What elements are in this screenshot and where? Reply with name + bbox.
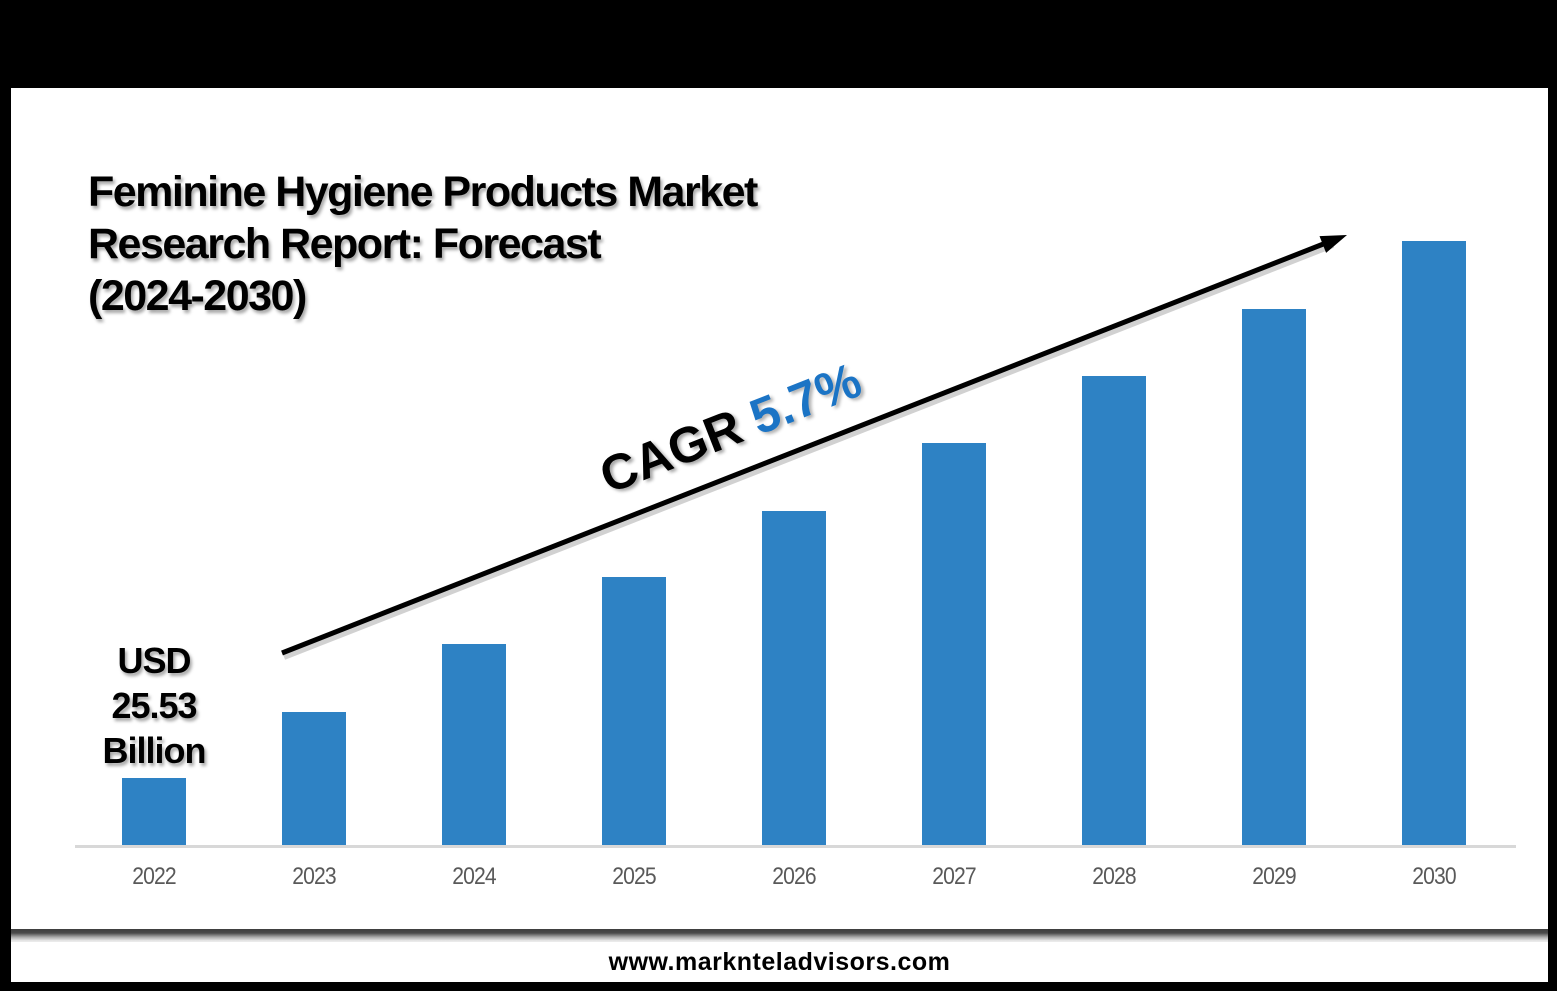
bar-2027	[922, 443, 986, 845]
x-tick-label-2025: 2025	[612, 863, 656, 890]
bar-2028	[1082, 376, 1146, 845]
bar-2024	[442, 644, 506, 845]
chart-canvas: Feminine Hygiene Products Market Researc…	[11, 88, 1548, 982]
first-bar-value-label: USD 25.53 Billion	[102, 640, 207, 771]
x-tick-label-2024: 2024	[452, 863, 496, 890]
footer-bar: www.marknteladvisors.com	[11, 942, 1548, 982]
bar-2023	[282, 712, 346, 845]
x-tick-label-2022: 2022	[132, 863, 176, 890]
x-tick-label-2030: 2030	[1412, 863, 1456, 890]
x-tick-label-2023: 2023	[292, 863, 336, 890]
bar-2030	[1402, 241, 1466, 845]
x-axis-line	[75, 845, 1516, 848]
bar-2029	[1242, 309, 1306, 845]
x-tick-label-2027: 2027	[932, 863, 976, 890]
bar-2025	[602, 577, 666, 845]
x-tick-label-2029: 2029	[1252, 863, 1296, 890]
bar-2026	[762, 511, 826, 845]
footer-website-text: www.marknteladvisors.com	[608, 947, 951, 976]
x-tick-label-2028: 2028	[1092, 863, 1136, 890]
x-tick-label-2026: 2026	[772, 863, 816, 890]
bar-2022	[122, 778, 186, 845]
plot-area: 2022 2023 2024 2025 2026 2027 2028 2029 2030	[11, 88, 1548, 982]
